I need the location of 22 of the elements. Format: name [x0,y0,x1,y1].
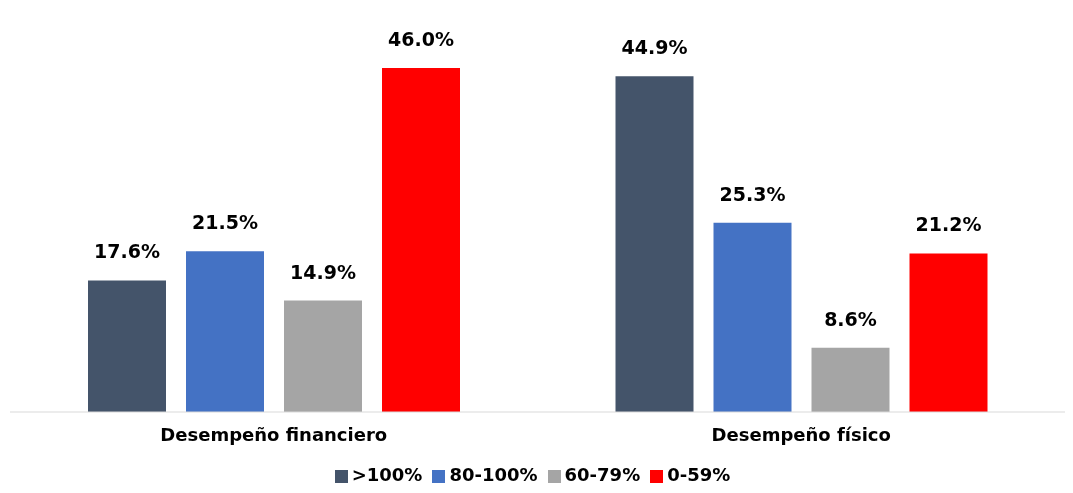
data-label: 25.3% [719,182,786,205]
data-label: 44.9% [621,36,688,59]
bar [186,251,264,412]
data-label: 17.6% [94,240,160,263]
bar [382,68,460,412]
bar [284,300,362,412]
data-label: 21.5% [192,211,258,234]
legend-label: >100% [351,464,423,485]
legend-label: 0-59% [667,464,731,485]
data-label: 8.6% [824,307,877,330]
data-label: 14.9% [290,260,356,283]
legend-label: 60-79% [564,464,641,485]
data-label: 46.0% [388,28,454,50]
x-tick-label: Desempeño financiero [160,423,388,445]
bar [909,253,988,412]
bar [88,280,166,412]
bar [615,76,694,412]
x-tick-label: Desempeño físico [711,423,891,445]
legend-label: 80-100% [449,464,538,485]
bar [713,222,792,412]
bar [811,347,890,412]
data-label: 21.2% [915,213,982,236]
